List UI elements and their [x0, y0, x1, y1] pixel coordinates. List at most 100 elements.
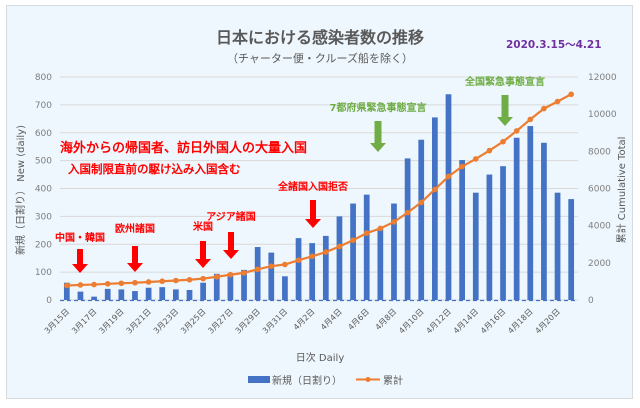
line-point: [213, 273, 220, 280]
bar: [527, 126, 534, 300]
x-tick-label: 3月27日: [206, 307, 234, 335]
annotation-label: アジア諸国: [206, 210, 256, 223]
line-point: [104, 281, 111, 287]
bar: [336, 216, 343, 300]
x-tick-label: 3月21日: [125, 307, 153, 335]
red-arrow-icon: [223, 232, 239, 259]
y-axis-ticks: 0 100 200 300 400 500 600 700 800: [35, 73, 52, 306]
line-point: [132, 279, 138, 286]
bar: [227, 273, 234, 300]
annotation-label: 入国制限直前の駆け込み入国含む: [68, 162, 241, 176]
bar: [541, 142, 547, 300]
green-arrow-icon: [497, 95, 513, 126]
line-point: [513, 128, 520, 134]
green-arrow-icon: [370, 121, 386, 152]
line-point: [363, 230, 370, 236]
line-point: [309, 253, 315, 260]
bar: [104, 288, 111, 300]
y2-tick-label: 0: [588, 296, 594, 306]
y2-tick-label: 2000: [588, 259, 611, 269]
line-point: [186, 276, 193, 283]
line-point: [159, 278, 166, 285]
y-tick-label: 300: [35, 212, 52, 222]
bar: [322, 235, 329, 300]
line-point: [391, 219, 397, 225]
line-point: [323, 249, 329, 255]
y-axis-title: 新規（日割り） New (daily): [14, 125, 27, 255]
line-point: [268, 263, 275, 269]
line-point: [350, 237, 356, 243]
line-point: [91, 281, 97, 288]
line-point: [254, 266, 261, 273]
bar: [404, 158, 411, 300]
line-point: [459, 163, 465, 170]
bar: [173, 289, 179, 300]
line-point: [568, 91, 574, 98]
line-series: [64, 91, 574, 289]
bar: [432, 117, 438, 300]
line-point: [64, 282, 70, 289]
y2-axis-ticks: 0 2000 4000 6000 8000 10000 12000: [588, 73, 617, 306]
line-point: [295, 257, 302, 264]
line-point: [404, 209, 411, 216]
bar: [459, 160, 465, 300]
x-tick-label: 4月6日: [346, 307, 371, 332]
line-point: [241, 270, 247, 276]
bar-series: [63, 94, 575, 300]
bar: [568, 199, 575, 300]
x-tick-label: 4月18日: [506, 307, 534, 335]
annotations: 海外からの帰国者、訪日外国人の大量入国入国制限直前の駆け込み入国含む中国・韓国欧…: [55, 75, 545, 273]
x-tick-label: 4月16日: [479, 307, 507, 335]
annotation-label: 欧州諸国: [115, 222, 155, 235]
y-tick-label: 600: [35, 129, 52, 139]
line-point: [173, 277, 179, 284]
bar: [186, 289, 193, 300]
bar: [268, 252, 275, 300]
chart-subtitle: （チャーター便・クルーズ船を除く）: [226, 52, 413, 65]
line-point: [486, 147, 493, 154]
x-tick-label: 4月2日: [292, 307, 317, 332]
y2-tick-label: 6000: [588, 185, 611, 195]
line-point: [554, 98, 561, 105]
x-axis-ticks: 3月15日3月17日3月19日3月21日3月23日3月25日3月27日3月29日…: [43, 307, 562, 335]
x-tick-label: 3月25日: [179, 307, 207, 335]
bar: [254, 247, 261, 300]
line-point: [432, 186, 438, 193]
bar: [118, 289, 125, 300]
bar: [500, 166, 506, 300]
line-point: [472, 156, 479, 162]
x-tick-label: 3月23日: [152, 307, 180, 335]
line-point: [77, 282, 84, 288]
x-tick-label: 4月14日: [452, 307, 480, 335]
line-point: [541, 105, 547, 112]
date-range: 2020.3.15〜4.21: [506, 39, 602, 51]
line-point: [227, 271, 234, 278]
bar: [159, 287, 166, 300]
red-arrow-icon: [195, 241, 211, 268]
legend-bar-label: 新規（日割り）: [272, 374, 342, 387]
y2-tick-label: 8000: [588, 147, 611, 157]
line-point: [377, 225, 384, 232]
y2-tick-label: 12000: [588, 73, 617, 83]
x-tick-label: 4月20日: [533, 307, 561, 335]
bar: [472, 192, 479, 300]
x-tick-label: 3月29日: [234, 307, 262, 335]
red-arrow-icon: [305, 200, 321, 228]
annotation-label: 全諸国入国拒否: [277, 180, 348, 193]
bar: [91, 296, 97, 300]
x-tick-label: 4月8日: [374, 307, 399, 332]
legend-bar-swatch: [248, 376, 270, 383]
y-tick-label: 700: [35, 101, 52, 111]
legend: 新規（日割り） 累計: [248, 374, 403, 387]
y2-tick-label: 10000: [588, 110, 617, 120]
bar: [282, 276, 288, 300]
bar: [418, 139, 425, 300]
x-tick-label: 3月31日: [261, 307, 289, 335]
y2-tick-label: 4000: [588, 222, 611, 232]
line-point: [200, 275, 206, 282]
x-tick-label: 3月19日: [97, 307, 125, 335]
x-tick-label: 4月4日: [319, 307, 344, 332]
bar: [513, 137, 520, 300]
annotation-label: 7都府県緊急事態宣言: [330, 101, 427, 114]
line-point: [336, 243, 343, 250]
